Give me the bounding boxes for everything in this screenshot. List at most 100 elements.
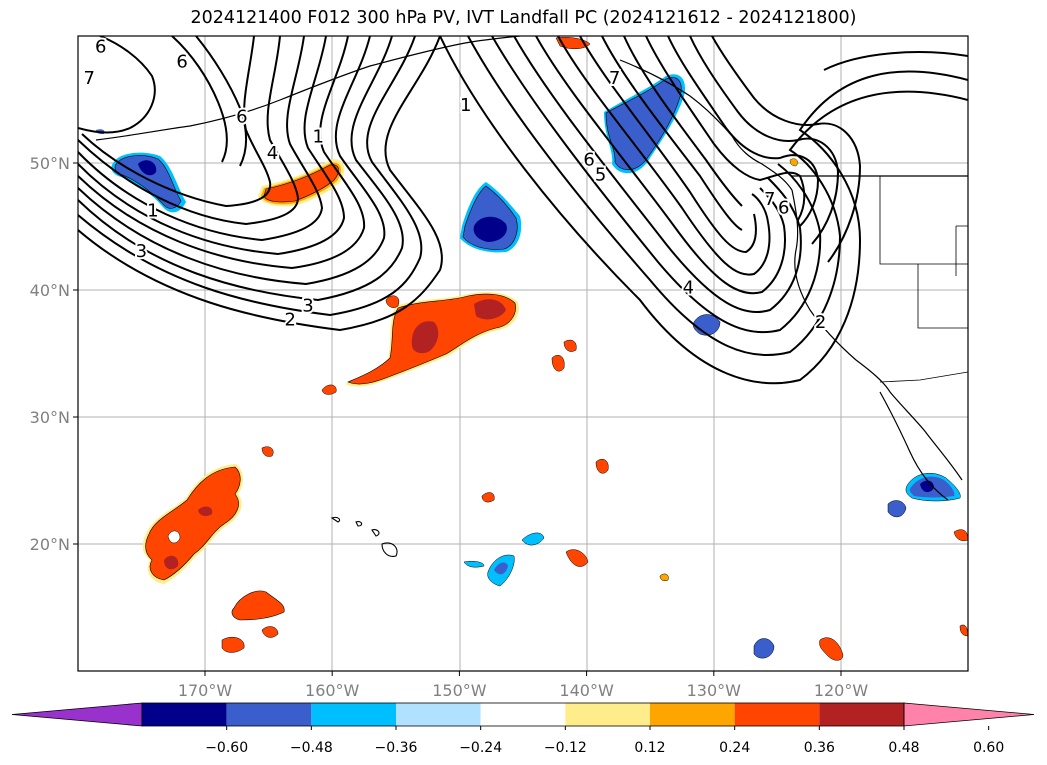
colorbar-segment [480,703,566,726]
colorbar-segment [819,703,904,726]
lon-label: 170°W [178,681,233,700]
colorbar-frame [141,702,905,727]
contour-label: 3 [136,241,147,262]
gridlines [78,36,968,671]
border-states-3 [955,225,968,276]
colorbar-tick-label: 0.24 [719,740,750,756]
contour-east-14 [823,51,968,71]
contour-west-12 [195,36,247,167]
colorbar: −0.60 −0.48 −0.36 −0.24 −0.12 0.12 0.24 0.36 0.4… [11,702,1035,756]
border-states-2 [917,264,968,329]
contour-west-9 [81,36,272,208]
colorbar-segment [565,703,650,726]
map-background [78,36,968,671]
lon-label: 140°W [559,681,614,700]
border-us-mexico [879,371,968,383]
contour-label: 6 [236,106,247,127]
colorbar-segment [650,703,735,726]
contour-west-4 [78,36,386,286]
pos-blob-central-pacific [321,292,519,395]
colorbar-segment [142,703,227,726]
contour-east-7 [579,36,757,254]
colorbar-extend-max [903,702,1035,727]
colorbar-segment [226,703,312,726]
neg-blob-aleutian-west [111,152,186,213]
lon-label: 130°W [687,681,742,700]
pv-contours [78,36,968,385]
lon-label: 150°W [432,681,487,700]
contour-east-9 [623,36,743,207]
contour-label: 7 [84,68,95,89]
contour-label: 1 [312,127,323,148]
contour-east-6 [557,36,771,276]
contour-west-3 [78,36,404,302]
contour-east-4 [513,36,802,314]
colorbar-tick-label: −0.48 [290,740,333,756]
neg-blob-mid-pacific [460,182,522,253]
contour-label: 4 [683,278,694,299]
lon-label: 160°W [305,681,360,700]
contour-label: 7 [609,68,620,89]
lat-label: 40°N [30,281,70,300]
contour-east-1 [439,36,968,385]
pos-blob-hawaii-west [142,446,285,653]
pos-blob-scattered [481,37,968,661]
lat-label: 20°N [30,535,70,554]
axis-labels: 170°W 160°W 150°W 140°W 130°W 120°W 50°N 40°N 30… [30,154,869,700]
contour-west-8 [78,36,300,226]
border-states-1 [879,176,968,265]
colorbar-tick-label: 0.12 [634,740,665,756]
colorbar-tick-label: −0.36 [375,740,418,756]
contour-east-11 [667,36,820,227]
contour-west-5 [78,36,366,270]
colorbar-tick-label: −0.12 [544,740,587,756]
contour-label: 7 [764,189,775,210]
negative-pc-shading [96,74,961,659]
contour-label: 1 [147,200,158,221]
contour-label: 2 [284,309,295,330]
contour-west-6 [78,36,346,256]
colorbar-extend-min [11,702,143,727]
contour-label: 1 [460,95,471,116]
positive-pc-shading [142,37,968,661]
colorbar-segment [396,703,481,726]
colorbar-tick-label: 0.48 [888,740,919,756]
contour-label: 4 [267,143,278,164]
contour-label: 6 [95,36,106,57]
map-title: 2024121400 F012 300 hPa PV, IVT Landfall… [190,8,857,28]
contour-west-11 [171,36,228,163]
contour-west-7 [78,36,324,242]
coastlines [95,36,968,557]
contour-label: 6 [583,149,594,170]
contour-label: 3 [302,296,313,317]
coast-hawaii [330,516,398,557]
contour-east-8 [601,36,743,231]
colorbar-tick-label: −0.60 [205,740,248,756]
colorbar-tick-label: −0.24 [459,740,502,756]
map-frame [77,35,969,672]
lat-label: 50°N [30,154,70,173]
coast-west-coast [791,189,963,481]
coast-baja [879,391,949,501]
contour-east-12 [689,36,840,245]
contour-east-3 [491,36,822,334]
coast-aleutians [95,36,521,141]
colorbar-tick-label: 0.36 [804,740,835,756]
contour-west-10 [78,36,156,134]
contour-label: 5 [595,165,606,186]
contour-label: 6 [778,198,789,219]
colorbar-segment [311,703,396,726]
contour-label: 2 [815,312,826,333]
colorbar-tick-label: 0.60 [973,740,1004,756]
contour-label: 6 [176,52,187,73]
contour-west-1 [78,36,443,332]
lon-label: 120°W [814,681,869,700]
contour-east-5 [535,36,786,295]
colorbar-segment [734,703,820,726]
coast-alaska-panhandle [619,59,793,191]
contour-west-2 [78,36,423,317]
contour-east-13 [711,36,862,263]
